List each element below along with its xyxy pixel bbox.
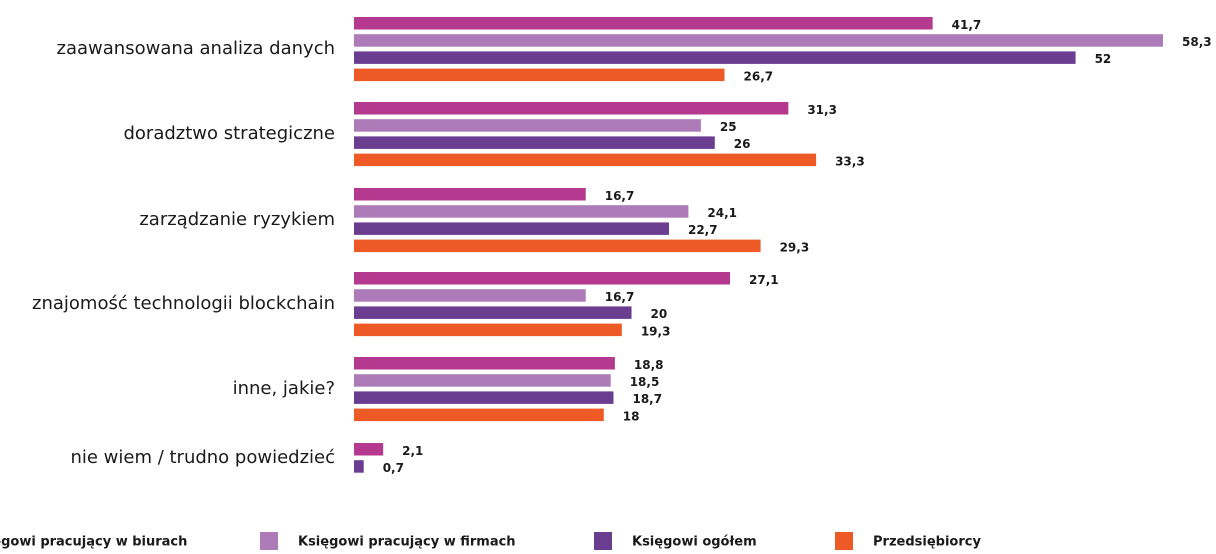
bar: [354, 205, 689, 218]
value-label: 31,3: [807, 103, 837, 117]
bar: [354, 222, 669, 235]
value-label: 58,3: [1182, 35, 1212, 49]
bar: [354, 391, 614, 404]
value-label: 52: [1095, 52, 1112, 66]
value-label: 20: [651, 307, 668, 321]
value-label: 2,1: [402, 444, 423, 458]
bar: [354, 306, 632, 319]
value-label: 16,7: [605, 189, 635, 203]
value-label: 26: [734, 137, 751, 151]
bar: [354, 289, 586, 302]
category-label: doradztwo strategiczne: [123, 123, 335, 144]
value-label: 0,7: [383, 461, 404, 475]
legend-label: Księgowi pracujący w biurach: [0, 535, 187, 550]
category-label: znajomość technologii blockchain: [32, 293, 335, 314]
value-label: 24,1: [707, 206, 737, 220]
legend-swatch: [835, 532, 853, 550]
bar: [354, 460, 364, 473]
value-label: 27,1: [749, 273, 779, 287]
value-label: 29,3: [780, 240, 810, 254]
value-label: 26,7: [744, 69, 774, 83]
bar: [354, 374, 611, 387]
bar: [354, 443, 384, 456]
category-label: zarządzanie ryzykiem: [139, 209, 335, 230]
bar: [354, 34, 1163, 47]
legend-label: Księgowi pracujący w firmach: [298, 535, 516, 550]
value-label: 18,7: [632, 392, 662, 406]
bar: [354, 51, 1076, 64]
bar: [354, 408, 604, 422]
value-label: 19,3: [641, 324, 671, 338]
bar: [354, 153, 817, 167]
legend-swatch: [260, 532, 278, 550]
category-label: zaawansowana analiza danych: [57, 38, 335, 59]
value-label: 33,3: [835, 154, 865, 168]
legend-swatch: [594, 532, 612, 550]
value-label: 18,5: [630, 375, 660, 389]
value-label: 16,7: [605, 290, 635, 304]
category-label: nie wiem / trudno powiedzieć: [70, 447, 335, 468]
legend-label: Przedsiębiorcy: [873, 535, 981, 550]
bar: [354, 119, 701, 132]
category-label: inne, jakie?: [233, 378, 335, 399]
bar: [354, 239, 761, 253]
bar: [354, 272, 731, 285]
bar: [354, 357, 615, 370]
bar: [354, 323, 622, 337]
bar: [354, 68, 725, 82]
value-label: 41,7: [952, 18, 982, 32]
bar: [354, 188, 586, 201]
bar: [354, 136, 715, 149]
value-label: 18,8: [634, 358, 664, 372]
value-label: 25: [720, 120, 737, 134]
legend-label: Księgowi ogółem: [632, 535, 757, 550]
bar: [354, 17, 933, 30]
value-label: 18: [623, 409, 640, 423]
bar: [354, 102, 789, 115]
value-label: 22,7: [688, 223, 718, 237]
